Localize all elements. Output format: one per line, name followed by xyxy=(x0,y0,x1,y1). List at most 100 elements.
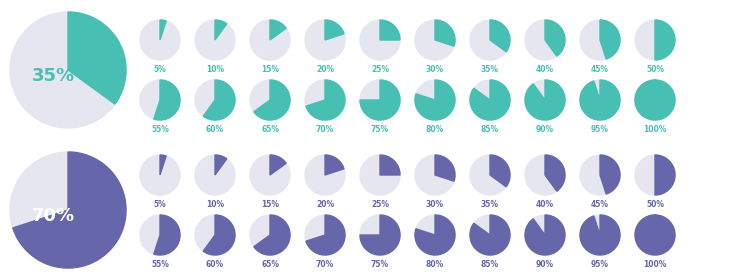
Polygon shape xyxy=(254,80,290,120)
Text: 65%: 65% xyxy=(261,125,279,134)
Polygon shape xyxy=(545,20,565,56)
Polygon shape xyxy=(204,80,235,120)
Polygon shape xyxy=(470,215,510,255)
Text: 85%: 85% xyxy=(481,125,499,134)
Polygon shape xyxy=(305,20,345,60)
Polygon shape xyxy=(525,20,565,60)
Polygon shape xyxy=(250,155,290,195)
Polygon shape xyxy=(360,155,400,195)
Polygon shape xyxy=(635,215,675,255)
Text: 60%: 60% xyxy=(206,125,224,134)
Polygon shape xyxy=(13,152,126,268)
Polygon shape xyxy=(470,215,510,255)
Polygon shape xyxy=(635,20,675,60)
Text: 95%: 95% xyxy=(591,125,609,134)
Polygon shape xyxy=(655,155,675,195)
Text: 75%: 75% xyxy=(371,125,389,134)
Polygon shape xyxy=(270,20,286,40)
Polygon shape xyxy=(195,20,235,60)
Polygon shape xyxy=(270,155,286,175)
Polygon shape xyxy=(250,80,290,120)
Text: 65%: 65% xyxy=(261,260,279,269)
Polygon shape xyxy=(250,215,290,255)
Polygon shape xyxy=(490,155,510,187)
Polygon shape xyxy=(360,80,400,120)
Polygon shape xyxy=(140,20,180,60)
Polygon shape xyxy=(580,155,620,195)
Text: 90%: 90% xyxy=(536,260,554,269)
Polygon shape xyxy=(490,20,510,52)
Polygon shape xyxy=(600,20,620,59)
Polygon shape xyxy=(380,20,400,40)
Text: 90%: 90% xyxy=(536,125,554,134)
Polygon shape xyxy=(580,215,620,255)
Polygon shape xyxy=(10,152,126,268)
Polygon shape xyxy=(360,215,400,255)
Polygon shape xyxy=(470,80,510,120)
Polygon shape xyxy=(415,215,455,255)
Text: 45%: 45% xyxy=(591,65,609,74)
Polygon shape xyxy=(525,80,565,120)
Text: 80%: 80% xyxy=(426,260,444,269)
Text: 25%: 25% xyxy=(371,200,389,209)
Polygon shape xyxy=(305,80,345,120)
Text: 30%: 30% xyxy=(426,200,444,209)
Polygon shape xyxy=(525,215,565,255)
Text: 60%: 60% xyxy=(206,260,224,269)
Text: 35%: 35% xyxy=(481,65,499,74)
Text: 15%: 15% xyxy=(261,200,279,209)
Text: 70%: 70% xyxy=(316,125,334,134)
Polygon shape xyxy=(415,20,455,60)
Polygon shape xyxy=(250,20,290,60)
Text: 10%: 10% xyxy=(206,65,224,74)
Text: 35%: 35% xyxy=(481,200,499,209)
Polygon shape xyxy=(525,215,565,255)
Polygon shape xyxy=(525,155,565,195)
Text: 100%: 100% xyxy=(643,125,666,134)
Polygon shape xyxy=(10,12,126,128)
Polygon shape xyxy=(580,215,620,255)
Polygon shape xyxy=(254,215,290,255)
Polygon shape xyxy=(305,215,345,255)
Text: 20%: 20% xyxy=(316,200,334,209)
Polygon shape xyxy=(306,215,345,255)
Text: 25%: 25% xyxy=(371,65,389,74)
Text: 75%: 75% xyxy=(371,260,389,269)
Text: 95%: 95% xyxy=(591,260,609,269)
Polygon shape xyxy=(68,12,126,104)
Polygon shape xyxy=(470,155,510,195)
Polygon shape xyxy=(470,20,510,60)
Polygon shape xyxy=(204,215,235,255)
Polygon shape xyxy=(215,155,227,175)
Text: 5%: 5% xyxy=(154,65,166,74)
Text: 50%: 50% xyxy=(646,65,664,74)
Polygon shape xyxy=(415,80,455,120)
Polygon shape xyxy=(325,155,344,175)
Text: 5%: 5% xyxy=(154,200,166,209)
Text: 40%: 40% xyxy=(536,200,554,209)
Polygon shape xyxy=(635,155,675,195)
Text: 100%: 100% xyxy=(643,260,666,269)
Polygon shape xyxy=(415,80,455,120)
Polygon shape xyxy=(635,80,675,120)
Text: 30%: 30% xyxy=(426,65,444,74)
Polygon shape xyxy=(600,155,620,194)
Text: 35%: 35% xyxy=(32,67,75,85)
Text: 15%: 15% xyxy=(261,65,279,74)
Polygon shape xyxy=(140,80,180,120)
Polygon shape xyxy=(154,215,180,255)
Text: 45%: 45% xyxy=(591,200,609,209)
Polygon shape xyxy=(580,80,620,120)
Polygon shape xyxy=(195,155,235,195)
Text: 20%: 20% xyxy=(316,65,334,74)
Polygon shape xyxy=(545,155,565,191)
Polygon shape xyxy=(360,80,400,120)
Text: 50%: 50% xyxy=(646,200,664,209)
Polygon shape xyxy=(160,155,166,175)
Polygon shape xyxy=(435,20,455,46)
Polygon shape xyxy=(306,80,345,120)
Polygon shape xyxy=(154,80,180,120)
Text: 70%: 70% xyxy=(32,207,75,225)
Polygon shape xyxy=(325,20,344,40)
Polygon shape xyxy=(305,155,345,195)
